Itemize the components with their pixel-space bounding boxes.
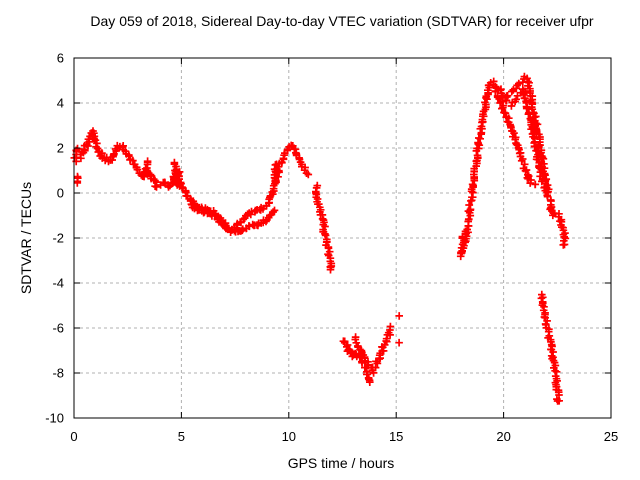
x-axis-label: GPS time / hours [287, 455, 395, 471]
y-tick-label: -2 [52, 230, 64, 246]
y-tick-label: 0 [56, 185, 64, 201]
x-tick-label: 25 [603, 429, 619, 444]
y-tick-label: 2 [56, 140, 64, 156]
chart-title: Day 059 of 2018, Sidereal Day-to-day VTE… [90, 13, 594, 29]
scatter-points [70, 72, 570, 405]
y-tick-label: -6 [52, 320, 64, 336]
y-tick-label: -8 [52, 365, 64, 381]
x-tick-label: 15 [388, 429, 404, 444]
y-tick-label: -4 [52, 275, 64, 291]
y-tick-label: 6 [56, 50, 64, 66]
x-tick-label: 20 [496, 429, 511, 444]
y-axis-label: SDTVAR / TECUs [18, 181, 34, 295]
x-tick-label: 5 [177, 429, 186, 444]
x-tick-label: 10 [281, 429, 297, 444]
y-tick-label: 4 [56, 95, 64, 111]
y-tick-label: -10 [45, 410, 64, 426]
x-tick-label: 0 [70, 429, 78, 444]
